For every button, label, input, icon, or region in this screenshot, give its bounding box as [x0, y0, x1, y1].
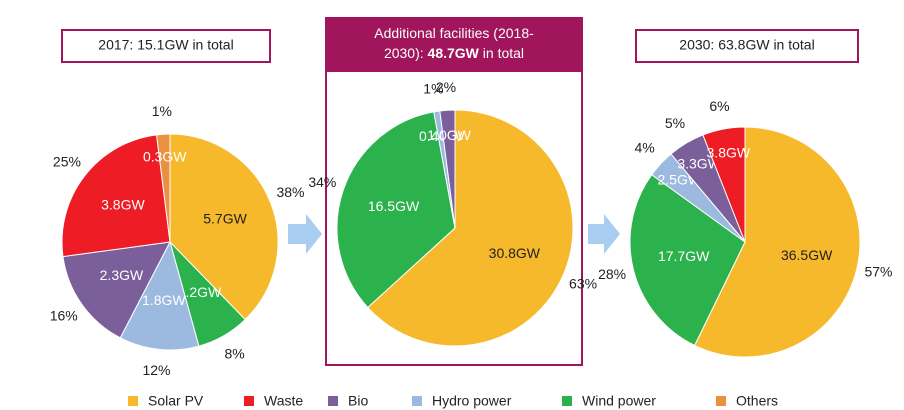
value-label: 5.7GW: [203, 210, 247, 226]
value-label: 17.7GW: [658, 248, 710, 264]
arrow: [588, 214, 620, 254]
percent-label: 34%: [308, 174, 336, 190]
pie-slice: [367, 109, 574, 347]
percent-label: 28%: [598, 266, 626, 282]
legend-swatch: [716, 396, 726, 406]
pie-slice: [169, 133, 279, 321]
legend-label: Waste: [264, 393, 303, 409]
value-label: 1.0GW: [427, 127, 471, 143]
legend-swatch: [128, 396, 138, 406]
title-box: [635, 29, 859, 63]
percent-label: 8%: [224, 346, 244, 362]
title-banner: [326, 18, 582, 72]
legend-swatch: [412, 396, 422, 406]
value-label: 30.8GW: [489, 245, 541, 261]
legend-swatch: [562, 396, 572, 406]
percent-label: 38%: [276, 184, 304, 200]
percent-label: 1%: [423, 80, 443, 96]
chart-title: Additional facilities (2018-: [374, 25, 534, 41]
value-label: 0.3GW: [143, 149, 187, 165]
value-label: 3.3GW: [677, 156, 721, 172]
value-label: 3.8GW: [101, 197, 145, 213]
chart-title: 2017: 15.1GW in total: [98, 37, 233, 53]
value-label: 36.5GW: [781, 247, 833, 263]
value-label: 1.8GW: [142, 292, 186, 308]
chart-title: 2030): 48.7GW in total: [384, 45, 524, 61]
legend-label: Others: [736, 393, 778, 409]
pie-slice: [119, 240, 200, 351]
percent-label: 16%: [50, 308, 78, 324]
title-part: in total: [479, 45, 524, 61]
pie-slice: [62, 241, 171, 339]
legend-label: Bio: [348, 393, 368, 409]
pie-slice: [61, 134, 171, 258]
legend-label: Solar PV: [148, 393, 204, 409]
title-part: Additional facilities (2018-: [374, 25, 534, 41]
pie-slice: [629, 173, 746, 347]
pie-slice: [439, 109, 456, 229]
legend-label: Hydro power: [432, 393, 512, 409]
legend-swatch: [328, 396, 338, 406]
percent-label: 57%: [864, 263, 892, 279]
value-label: 16.5GW: [368, 198, 420, 214]
percent-label: 63%: [569, 275, 597, 291]
title-part: 48.7GW: [428, 45, 480, 61]
percent-label: 4%: [634, 139, 654, 155]
pie-slice: [693, 126, 861, 358]
legend-label: Wind power: [582, 393, 656, 409]
legend-swatch: [244, 396, 254, 406]
arrow: [288, 214, 322, 254]
pie-slice: [155, 133, 171, 243]
pie-slice: [336, 111, 456, 309]
percent-label: 12%: [142, 362, 170, 378]
value-label: 3.8GW: [707, 145, 751, 161]
chart-title: 2030: 63.8GW in total: [679, 37, 814, 53]
percent-label: 1%: [152, 103, 172, 119]
percent-label: 6%: [709, 98, 729, 114]
title-box: [61, 29, 271, 63]
percent-label: 5%: [665, 115, 685, 131]
title-part: 2030):: [384, 45, 428, 61]
percent-label: 2%: [436, 79, 456, 95]
value-label: 2.3GW: [100, 267, 144, 283]
value-label: 1.2GW: [178, 284, 222, 300]
percent-label: 25%: [53, 153, 81, 169]
pie-slice: [702, 126, 746, 243]
